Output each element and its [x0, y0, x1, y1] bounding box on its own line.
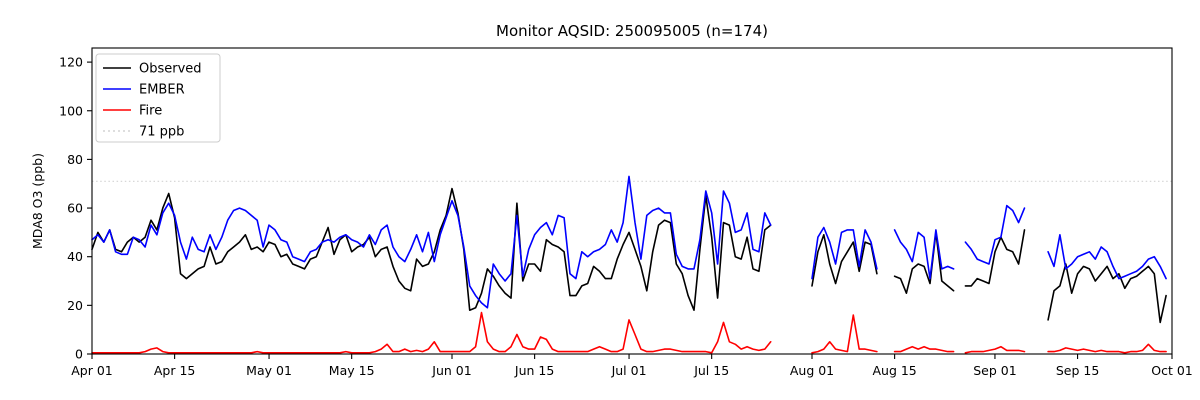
- series-line-ember: [91, 175, 1167, 309]
- y-tick-label: 80: [67, 152, 83, 167]
- x-tick-label: Apr 01: [71, 363, 113, 378]
- legend-box: [95, 53, 221, 143]
- plot-border: [91, 47, 1173, 355]
- x-tick-label: Sep 01: [973, 363, 1016, 378]
- x-tick-label: May 01: [246, 363, 292, 378]
- x-tick-label: Jul 01: [611, 363, 647, 378]
- x-tick-label: Apr 15: [154, 363, 196, 378]
- y-tick-label: 100: [59, 103, 83, 118]
- series-line-observed: [91, 187, 1167, 324]
- x-tick-label: Aug 01: [790, 363, 834, 378]
- y-tick-label: 120: [59, 55, 83, 70]
- x-tick-label: Jun 15: [514, 363, 554, 378]
- legend-label-71-ppb: 71 ppb: [139, 125, 184, 140]
- y-axis-label: MDA8 O3 (ppb): [30, 153, 45, 249]
- chart-title: Monitor AQSID: 250095005 (n=174): [496, 22, 768, 40]
- plot-layer: 0 20 40 60 80 100 120 Apr 01 Apr 15 May 01 May 15 J…: [59, 47, 1193, 378]
- x-tick-label: Jul 15: [693, 363, 729, 378]
- x-tick-label: May 15: [329, 363, 375, 378]
- legend-label-observed: Observed: [139, 62, 202, 77]
- y-tick-label: 40: [67, 249, 83, 264]
- x-tick-label: Sep 15: [1056, 363, 1099, 378]
- x-tick-label: Jun 01: [431, 363, 471, 378]
- legend-label-ember: EMBER: [139, 83, 185, 98]
- y-tick-label: 0: [75, 347, 83, 362]
- y-tick-label: 60: [67, 201, 83, 216]
- y-tick-label: 20: [67, 298, 83, 313]
- x-tick-label: Oct 01: [1151, 363, 1193, 378]
- x-tick-label: Aug 15: [872, 363, 916, 378]
- series-line-fire: [91, 311, 1167, 354]
- legend-label-fire: Fire: [139, 104, 162, 119]
